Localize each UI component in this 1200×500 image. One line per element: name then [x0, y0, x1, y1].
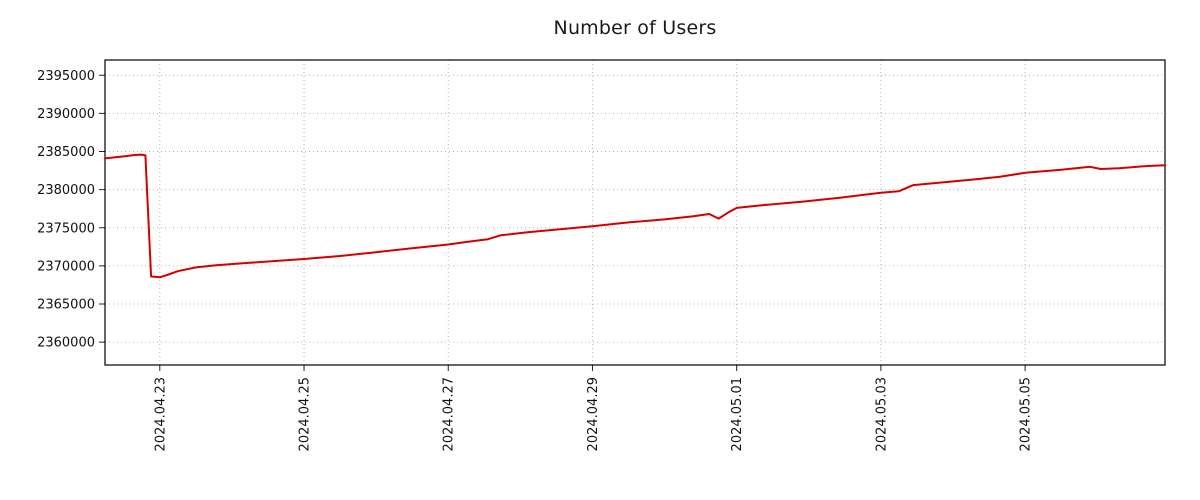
y-tick-label: 2395000 [37, 69, 95, 84]
y-tick-label: 2390000 [37, 107, 95, 122]
y-tick-label: 2365000 [37, 298, 95, 313]
x-tick-label: 2024.04.27 [442, 377, 457, 451]
x-tick-label: 2024.04.25 [298, 377, 313, 451]
y-tick-label: 2370000 [37, 259, 95, 274]
users-series-line [104, 153, 1166, 279]
y-tick-label: 2375000 [37, 221, 95, 236]
y-tick-label: 2360000 [37, 336, 95, 351]
y-tick-label: 2385000 [37, 145, 95, 160]
x-tick-label: 2024.04.23 [153, 377, 168, 451]
x-tick-label: 2024.05.01 [730, 377, 745, 451]
x-tick-label: 2024.05.03 [874, 377, 889, 451]
x-tick-label: 2024.05.05 [1019, 377, 1034, 451]
y-tick-label: 2380000 [37, 183, 95, 198]
chart-title: Number of Users [553, 17, 717, 39]
x-tick-label: 2024.04.29 [586, 377, 601, 451]
plot-border [104, 59, 1166, 366]
